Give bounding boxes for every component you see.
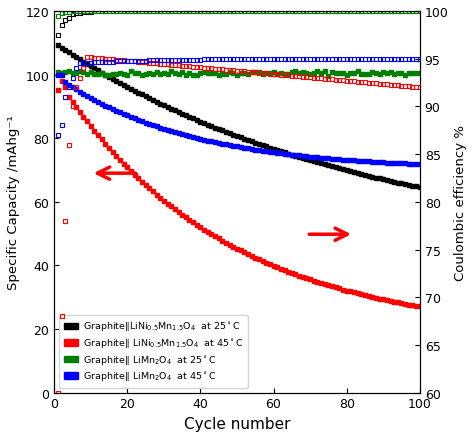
X-axis label: Cycle number: Cycle number [184, 416, 290, 431]
Legend: Graphite$\Vert$LiNi$_{0.5}$Mn$_{1.5}$O$_4$  at 25$^\circ$C, Graphite$\Vert$ LiNi: Graphite$\Vert$LiNi$_{0.5}$Mn$_{1.5}$O$_… [59, 316, 248, 388]
Y-axis label: Specific Capacity /mAhg⁻¹: Specific Capacity /mAhg⁻¹ [7, 115, 20, 290]
Y-axis label: Coulombic efficiency %: Coulombic efficiency % [454, 124, 467, 280]
